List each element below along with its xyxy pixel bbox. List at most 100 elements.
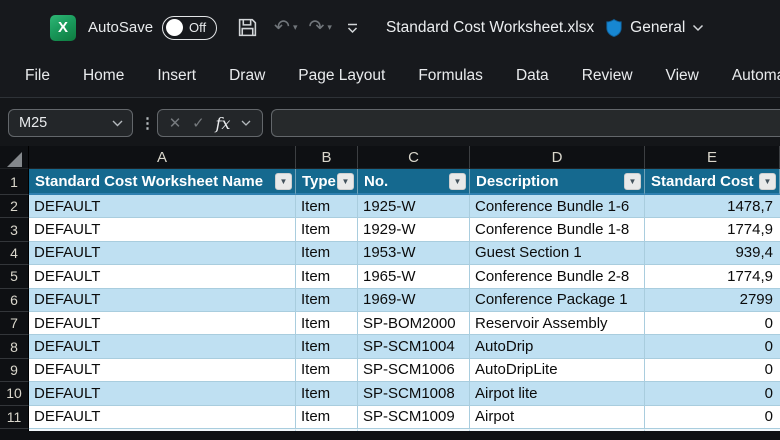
cell-type[interactable]: Item [296,405,358,429]
cell-description[interactable]: Conference Bundle 2-8 [470,265,645,289]
cell-worksheet-name[interactable]: DEFAULT [29,358,296,383]
tab-data[interactable]: Data [515,67,549,84]
tab-draw[interactable]: Draw [229,67,266,84]
header-cell-worksheet-name[interactable]: Standard Cost Worksheet Name ▼ [29,169,296,195]
cell-no[interactable]: 1929-W [358,218,470,242]
row-number[interactable]: 8 [0,335,29,359]
tab-page-layout[interactable]: Page Layout [298,67,386,84]
quick-access-overflow-icon[interactable] [345,21,360,35]
cell-standard-cost[interactable]: 1478,7 [645,195,780,219]
sensitivity-label[interactable]: General [630,18,686,36]
formula-bar-grip-dots-icon[interactable]: ⋮ [140,115,155,132]
column-header-d[interactable]: D [470,146,645,169]
row-number[interactable]: 3 [0,218,29,242]
cell-description[interactable]: Conference Package 1 [470,288,645,312]
filter-button[interactable]: ▼ [275,172,292,190]
cell-description[interactable]: Conference Bundle 1-6 [470,195,645,219]
row-number[interactable]: 4 [0,241,29,266]
tab-insert[interactable]: Insert [157,67,197,84]
row-number[interactable]: 2 [0,195,29,219]
row-number[interactable]: 9 [0,358,29,383]
cell-no[interactable]: SP-SCM1006 [358,358,470,383]
cell-standard-cost[interactable] [645,428,780,431]
header-cell-description[interactable]: Description ▼ [470,169,645,195]
cell-standard-cost[interactable]: 0 [645,335,780,359]
document-title[interactable]: Standard Cost Worksheet.xlsx [385,18,595,36]
row-number[interactable]: 6 [0,288,29,312]
row-header-1[interactable]: 1 [0,169,29,195]
cell-no[interactable]: SP-SCM1009 [358,405,470,429]
cell-description[interactable]: Reservoir Assembly [470,311,645,336]
cell-no[interactable]: 1969-W [358,288,470,312]
sensitivity-chevron-down-icon[interactable] [692,24,704,32]
cell-type[interactable]: Item [296,335,358,359]
filter-button[interactable]: ▼ [759,172,776,190]
row-number[interactable]: 11 [0,405,29,429]
cell-description[interactable] [470,428,645,431]
cell-type[interactable] [296,428,358,431]
header-cell-type[interactable]: Type ▼ [296,169,358,195]
name-box[interactable]: M25 [8,109,133,137]
column-header-b[interactable]: B [296,146,358,169]
tab-automate[interactable]: Automate [731,67,780,84]
excel-app-icon[interactable]: X [50,14,76,41]
cell-no[interactable]: SP-SCM1004 [358,335,470,359]
cell-standard-cost[interactable]: 1774,9 [645,265,780,289]
tab-formulas[interactable]: Formulas [418,67,483,84]
save-icon[interactable] [237,17,258,38]
cell-type[interactable]: Item [296,265,358,289]
cell-worksheet-name[interactable]: DEFAULT [29,335,296,359]
cell-worksheet-name[interactable]: DEFAULT [29,241,296,266]
filter-button[interactable]: ▼ [449,172,466,190]
enter-icon[interactable]: ✓ [192,115,205,132]
cell-no[interactable]: SP-BOM2000 [358,311,470,336]
cell-worksheet-name[interactable] [29,428,296,431]
row-number[interactable] [0,428,29,431]
header-cell-no[interactable]: No. ▼ [358,169,470,195]
cell-worksheet-name[interactable]: DEFAULT [29,195,296,219]
redo-chevron-down-icon[interactable]: ▾ [327,22,332,32]
cell-type[interactable]: Item [296,311,358,336]
tab-home[interactable]: Home [82,67,125,84]
cell-description[interactable]: Guest Section 1 [470,241,645,266]
cell-type[interactable]: Item [296,195,358,219]
row-number[interactable]: 7 [0,311,29,336]
cell-worksheet-name[interactable]: DEFAULT [29,265,296,289]
filter-button[interactable]: ▼ [624,172,641,190]
name-box-chevron-down-icon[interactable] [112,120,123,127]
cell-description[interactable]: Airpot [470,405,645,429]
cell-standard-cost[interactable]: 0 [645,358,780,383]
cell-worksheet-name[interactable]: DEFAULT [29,382,296,406]
cell-worksheet-name[interactable]: DEFAULT [29,405,296,429]
undo-chevron-down-icon[interactable]: ▾ [292,22,298,32]
column-header-e[interactable]: E [645,146,780,169]
cell-description[interactable]: Conference Bundle 1-8 [470,218,645,242]
cell-no[interactable]: SP-SCM1008 [358,382,470,406]
cell-worksheet-name[interactable]: DEFAULT [29,311,296,336]
undo-button[interactable]: ↶ ▾ [274,18,297,37]
cell-no[interactable] [358,428,470,431]
column-header-a[interactable]: A [29,146,296,169]
cell-worksheet-name[interactable]: DEFAULT [29,288,296,312]
cell-type[interactable]: Item [296,358,358,383]
cell-standard-cost[interactable]: 1774,9 [645,218,780,242]
cell-type[interactable]: Item [296,241,358,266]
row-number[interactable]: 10 [0,382,29,406]
insert-function-icon[interactable]: fx [215,113,231,133]
cell-standard-cost[interactable]: 0 [645,405,780,429]
tab-view[interactable]: View [665,67,699,84]
column-header-c[interactable]: C [358,146,470,169]
header-cell-standard-cost[interactable]: Standard Cost ▼ [645,169,780,195]
tab-file[interactable]: File [25,67,50,84]
cell-standard-cost[interactable]: 939,4 [645,241,780,266]
cell-type[interactable]: Item [296,288,358,312]
cell-worksheet-name[interactable]: DEFAULT [29,218,296,242]
cell-description[interactable]: Airpot lite [470,382,645,406]
row-number[interactable]: 5 [0,265,29,289]
filter-button[interactable]: ▼ [337,172,354,190]
select-all-corner[interactable] [0,146,29,169]
cell-no[interactable]: 1953-W [358,241,470,266]
cancel-icon[interactable]: ✕ [168,115,182,132]
tab-review[interactable]: Review [581,67,633,84]
formula-input[interactable] [271,109,780,137]
